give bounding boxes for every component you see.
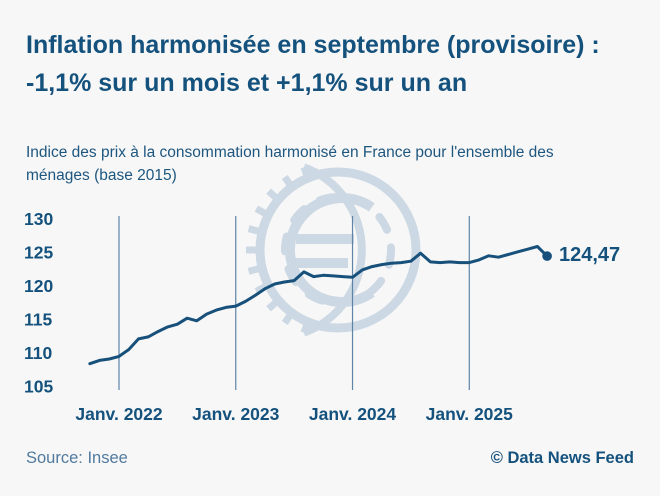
y-axis-tick-label: 130 — [24, 209, 53, 229]
latest-value-dot — [542, 251, 552, 261]
source-note: Source: Insee — [26, 449, 128, 467]
y-axis-tick-label: 120 — [24, 276, 53, 296]
chart-subtitle: Indice des prix à la consommation harmon… — [26, 144, 554, 184]
y-axis-tick-label: 115 — [24, 310, 52, 330]
x-axis-tick-label: Janv. 2025 — [426, 404, 514, 424]
copyright-credit: © Data News Feed — [490, 449, 634, 467]
y-axis-tick-label: 110 — [24, 343, 52, 363]
x-axis-tick-label: Janv. 2023 — [192, 404, 280, 424]
x-axis-tick-label: Janv. 2022 — [75, 404, 163, 424]
y-axis-tick-label: 105 — [24, 377, 53, 397]
chart-footer: Source: Insee © Data News Feed — [26, 449, 634, 468]
inflation-line-series — [88, 245, 549, 366]
euro-coin-watermark — [246, 163, 421, 337]
y-axis-tick-label: 125 — [24, 243, 53, 263]
x-axis-tick-label: Janv. 2024 — [309, 404, 397, 424]
chart-title: Inflation harmonisée en septembre (provi… — [26, 31, 600, 97]
latest-value-label: 124,47 — [559, 244, 621, 266]
